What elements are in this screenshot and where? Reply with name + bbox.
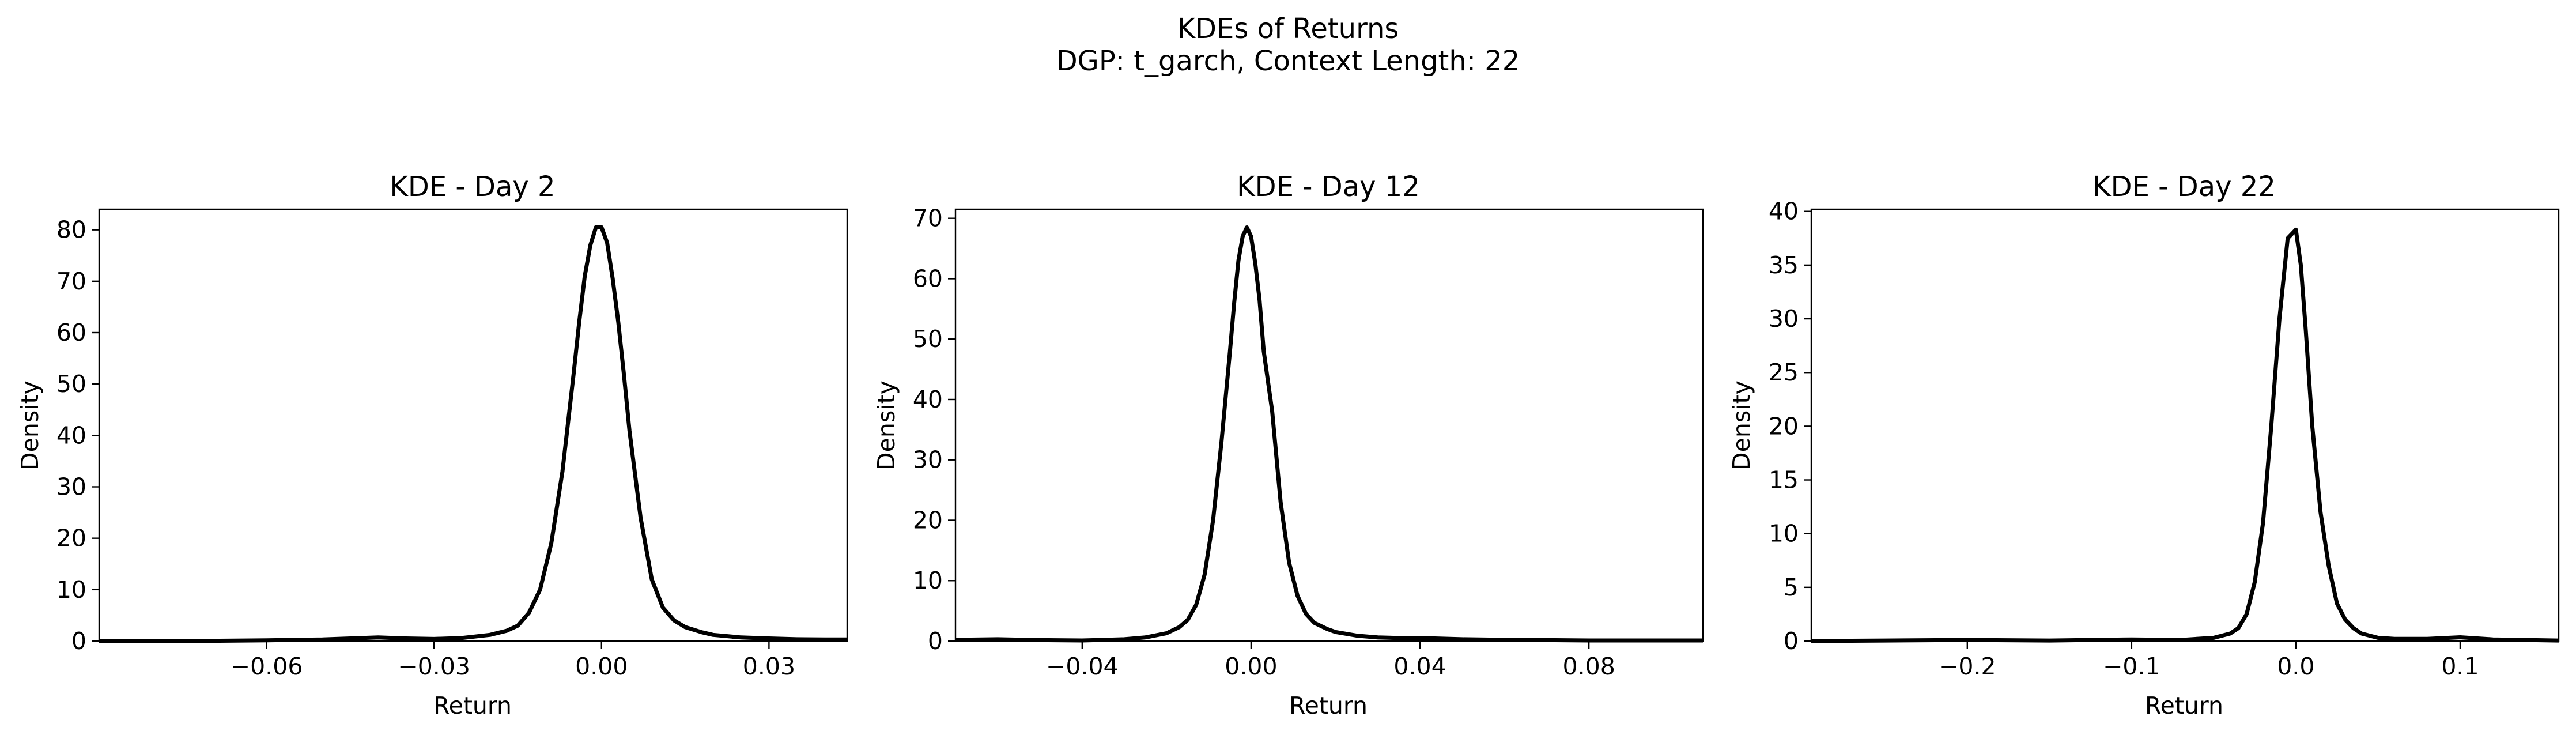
- y-tick-label: 70: [56, 267, 86, 295]
- x-axis-label: Return: [433, 692, 512, 719]
- x-axis-label: Return: [1289, 692, 1368, 719]
- x-tick-label: −0.2: [1939, 653, 1996, 680]
- y-tick-label: 30: [913, 446, 943, 474]
- y-tick-label: 30: [1769, 305, 1799, 333]
- y-tick-label: 10: [56, 576, 86, 604]
- x-tick-label: 0.00: [1225, 653, 1277, 680]
- y-tick-label: 20: [913, 506, 943, 534]
- y-tick-label: 50: [56, 370, 86, 398]
- x-tick-label: 0.04: [1393, 653, 1446, 680]
- ticks-group: −0.06 −0.03 0.00 0.03 0 10 20 30 40 50 60 70 80: [56, 216, 795, 680]
- y-tick-label: 10: [913, 567, 943, 594]
- y-tick-label: 5: [1784, 574, 1799, 601]
- figure-title: KDEs of Returns: [1177, 13, 1399, 45]
- y-tick-label: 20: [1769, 412, 1799, 440]
- x-tick-label: 0.00: [575, 653, 628, 680]
- kde-line: [1811, 227, 2559, 643]
- axes-frame: [954, 208, 1704, 642]
- x-tick-label: 0.1: [2441, 653, 2479, 680]
- y-tick-label: 0: [71, 627, 86, 655]
- x-tick-label: −0.1: [2103, 653, 2160, 680]
- subplot-day-12: KDE - Day 12 Return Density −0.04 0.00 0.0…: [872, 171, 1704, 719]
- y-axis-label: Density: [872, 380, 900, 470]
- y-tick-label: 35: [1769, 251, 1799, 279]
- subplot-title: KDE - Day 22: [2092, 171, 2276, 203]
- y-tick-label: 40: [913, 386, 943, 413]
- subplot-day-22: KDE - Day 22 Return Density −0.2 −0.1 0.0 0…: [1728, 171, 2560, 719]
- x-tick-label: −0.03: [398, 653, 470, 680]
- ticks-group: −0.2 −0.1 0.0 0.1 0 5 10 15 20 25 30 35 40: [1769, 198, 2479, 680]
- kde-line: [99, 225, 847, 643]
- y-axis-label: Density: [16, 380, 44, 470]
- y-tick-label: 20: [56, 525, 86, 552]
- x-tick-label: −0.06: [231, 653, 303, 680]
- y-tick-label: 15: [1769, 466, 1799, 494]
- y-tick-label: 0: [1784, 627, 1799, 655]
- x-tick-label: 0.0: [2277, 653, 2314, 680]
- kde-line: [955, 225, 1703, 643]
- y-tick-label: 70: [913, 205, 943, 232]
- y-tick-label: 0: [928, 627, 943, 655]
- y-tick-label: 50: [913, 325, 943, 353]
- axes-frame: [98, 208, 848, 642]
- x-tick-label: 0.08: [1563, 653, 1615, 680]
- y-tick-label: 80: [56, 216, 86, 244]
- x-tick-label: −0.04: [1046, 653, 1119, 680]
- subplot-day-2: KDE - Day 2 Return Density −0.06 −0.03 0.0…: [16, 171, 848, 719]
- subplot-title: KDE - Day 12: [1237, 171, 1420, 203]
- figure-subtitle: DGP: t_garch, Context Length: 22: [1056, 45, 1520, 77]
- y-axis-label: Density: [1728, 380, 1755, 470]
- y-tick-label: 60: [56, 319, 86, 346]
- y-tick-label: 40: [1769, 198, 1799, 225]
- y-tick-label: 25: [1769, 359, 1799, 386]
- y-tick-label: 10: [1769, 520, 1799, 548]
- x-axis-label: Return: [2145, 692, 2223, 719]
- x-tick-label: 0.03: [743, 653, 795, 680]
- axes-frame: [1810, 208, 2560, 642]
- y-tick-label: 30: [56, 473, 86, 501]
- subplot-title: KDE - Day 2: [390, 171, 555, 203]
- y-tick-label: 40: [56, 421, 86, 449]
- y-tick-label: 60: [913, 265, 943, 292]
- ticks-group: −0.04 0.00 0.04 0.08 0 10 20 30 40 50 60 70: [913, 205, 1615, 680]
